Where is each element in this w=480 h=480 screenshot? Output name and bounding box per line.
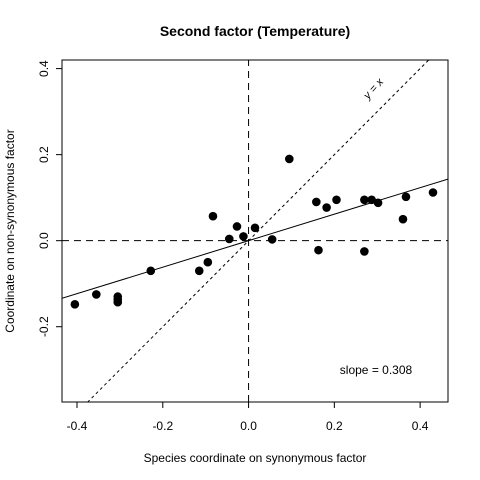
y-tick-label: -0.2: [37, 316, 51, 337]
data-point: [398, 214, 408, 224]
y-tick-label: 0.2: [37, 146, 51, 163]
chart-title: Second factor (Temperature): [160, 23, 350, 39]
x-axis-label: Species coordinate on synonymous factor: [144, 451, 367, 465]
data-point: [203, 257, 213, 267]
x-tick-label: -0.4: [67, 419, 88, 433]
data-point: [146, 266, 156, 276]
x-tick-label: 0.0: [240, 419, 257, 433]
data-point: [267, 235, 277, 244]
data-points: [70, 154, 438, 309]
data-point: [401, 192, 411, 202]
y-tick-label: 0.4: [37, 60, 51, 77]
slope-annotation: slope = 0.308: [340, 363, 413, 377]
data-point: [332, 195, 341, 205]
y-tick-label: 0.0: [37, 232, 51, 249]
x-axis: -0.4 -0.2 0.0 0.2 0.4: [67, 402, 429, 433]
data-point: [428, 188, 438, 197]
plot-frame: [61, 59, 449, 403]
x-tick-label: 0.2: [326, 419, 343, 433]
data-point: [239, 232, 248, 241]
data-point: [322, 203, 331, 212]
data-point: [373, 198, 383, 208]
data-point: [232, 222, 242, 231]
data-point: [208, 211, 218, 221]
data-point: [70, 300, 80, 309]
y-axis: -0.2 0.0 0.2 0.4: [37, 60, 62, 337]
data-point: [367, 195, 376, 205]
y-axis-label: Coordinate on non-synonymous factor: [3, 129, 17, 332]
data-point: [224, 234, 234, 244]
data-point: [314, 245, 323, 255]
identity-line: [87, 60, 430, 402]
x-tick-label: -0.2: [152, 419, 173, 433]
data-point: [285, 154, 294, 164]
data-point: [312, 197, 321, 207]
data-point: [194, 266, 204, 276]
x-tick-label: 0.4: [412, 419, 429, 433]
data-point: [250, 223, 260, 233]
data-point: [113, 297, 123, 307]
regression-line: [62, 178, 448, 299]
data-point: [360, 195, 369, 205]
data-point: [92, 290, 101, 299]
data-point: [360, 247, 369, 256]
identity-line-label: y = x: [361, 76, 387, 103]
